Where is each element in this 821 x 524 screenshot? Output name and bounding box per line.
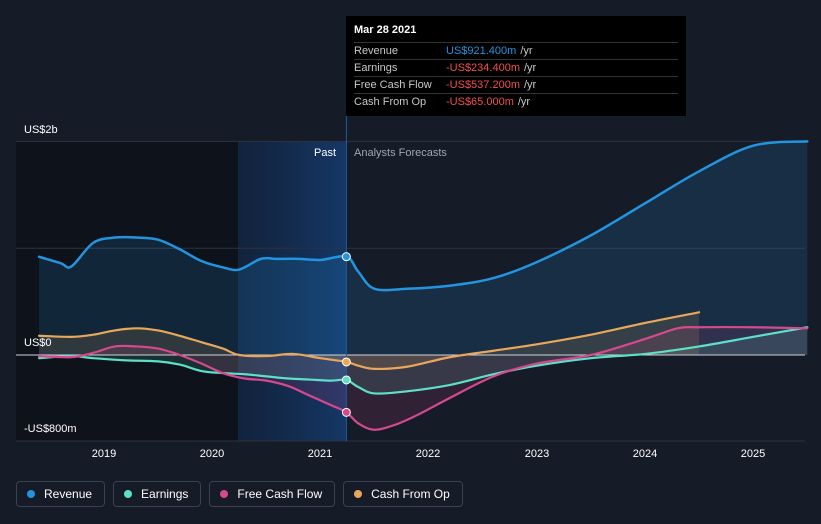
- x-tick-label: 2022: [415, 448, 441, 460]
- tooltip-date: Mar 28 2021: [354, 24, 417, 36]
- series-area-revenue: [39, 141, 808, 355]
- legend-label: Revenue: [44, 487, 93, 501]
- marker-dot-cash-from-op: [341, 357, 351, 367]
- legend-label: Earnings: [141, 487, 189, 501]
- tooltip-row-free-cash-flow: Free Cash Flow -US$537.200m /yr: [354, 76, 678, 93]
- tooltip-unit: /yr: [517, 96, 531, 108]
- tooltip-label: Revenue: [354, 45, 399, 57]
- series-area-free-cash-flow: [39, 327, 808, 430]
- legend-dot-icon: [124, 490, 133, 498]
- x-tick-label: 2024: [632, 448, 658, 460]
- tooltip: Mar 28 2021 Revenue US$921.400m /yr Earn…: [346, 16, 686, 116]
- legend-dot-icon: [220, 490, 229, 498]
- x-tick-label: 2019: [91, 448, 117, 460]
- legend-dot-icon: [354, 490, 363, 498]
- tooltip-value: -US$65.000m: [446, 96, 514, 108]
- tooltip-value: -US$537.200m: [446, 79, 520, 91]
- highlight-region: [238, 141, 347, 441]
- tooltip-row-revenue: Revenue US$921.400m /yr: [354, 42, 678, 59]
- legend-item-free-cash-flow[interactable]: Free Cash Flow: [209, 481, 336, 507]
- past-region-label: Past: [314, 147, 337, 159]
- tooltip-label: Earnings: [354, 62, 398, 74]
- tooltip-unit: /yr: [520, 45, 533, 57]
- x-tick-label: 2025: [740, 448, 766, 460]
- tooltip-row-earnings: Earnings -US$234.400m /yr: [354, 59, 678, 76]
- legend-label: Free Cash Flow: [237, 487, 323, 501]
- tooltip-unit: /yr: [524, 79, 537, 91]
- tooltip-unit: /yr: [524, 62, 537, 74]
- legend-item-earnings[interactable]: Earnings: [113, 481, 202, 507]
- series-area-earnings: [39, 327, 808, 394]
- forecast-region-label: Analysts Forecasts: [354, 147, 447, 159]
- legend-item-cash-from-op[interactable]: Cash From Op: [343, 481, 463, 507]
- legend: Revenue Earnings Free Cash Flow Cash Fro…: [16, 481, 463, 507]
- series-line-cash-from-op: [37, 311, 701, 371]
- series-line-earnings: [37, 326, 809, 395]
- marker-dot-free-cash-flow: [341, 407, 351, 417]
- tooltip-value: US$921.400m: [446, 45, 517, 57]
- marker-dot-earnings: [341, 375, 351, 385]
- tooltip-row-cash-from-op: Cash From Op -US$65.000m /yr: [354, 93, 678, 110]
- x-tick-label: 2020: [199, 448, 225, 460]
- tooltip-value: -US$234.400m: [446, 62, 520, 74]
- x-tick-label: 2023: [524, 448, 550, 460]
- y-tick-label-top: US$2b: [24, 124, 58, 136]
- series-line-revenue: [37, 140, 809, 292]
- tooltip-label: Free Cash Flow: [354, 79, 432, 91]
- y-tick-label-zero: US$0: [24, 337, 52, 349]
- marker-dot-revenue: [341, 252, 351, 262]
- past-region-background: [16, 141, 238, 441]
- x-tick-label: 2021: [307, 448, 333, 460]
- tooltip-label: Cash From Op: [354, 96, 427, 108]
- series-line-free-cash-flow: [37, 325, 809, 431]
- y-tick-label-bottom: -US$800m: [24, 423, 77, 435]
- legend-label: Cash From Op: [371, 487, 450, 501]
- legend-item-revenue[interactable]: Revenue: [16, 481, 106, 507]
- legend-dot-icon: [27, 490, 35, 498]
